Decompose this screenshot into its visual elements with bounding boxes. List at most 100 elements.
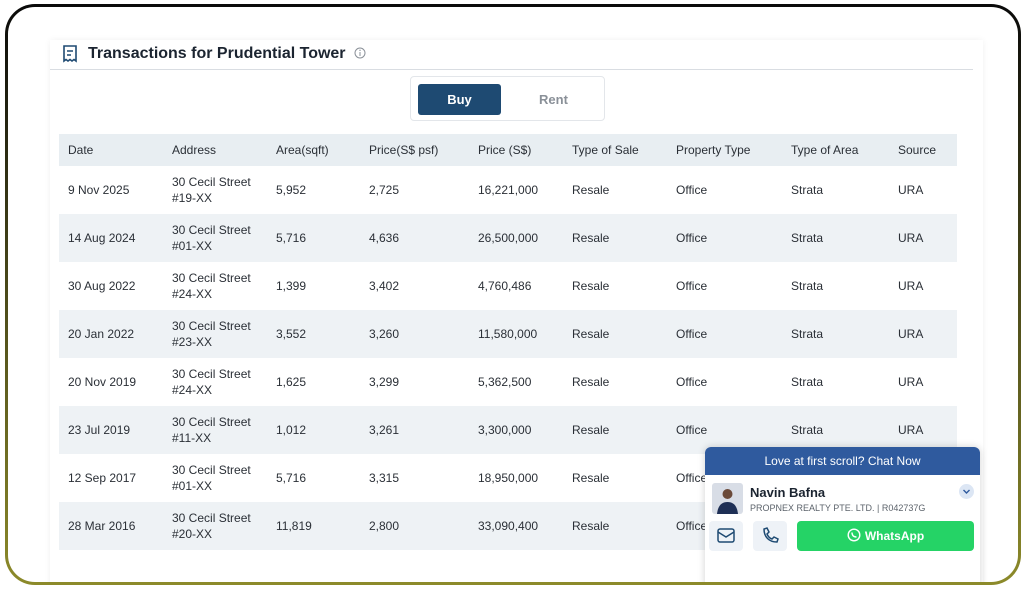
title-text: Transactions for Prudential Tower <box>88 45 346 62</box>
table-cell: 5,716 <box>267 214 360 262</box>
table-cell: 30 Cecil Street #24-XX <box>172 367 251 397</box>
frame: Transactions for Prudential Tower Buy Re… <box>5 4 1021 585</box>
column-header: Property Type <box>667 134 782 166</box>
table-cell: Resale <box>563 502 667 550</box>
table-row: 30 Aug 2022 30 Cecil Street #24-XX 1,399 3,… <box>59 262 957 310</box>
expand-button[interactable] <box>959 484 974 499</box>
table-cell: Office <box>676 471 708 485</box>
table-cell: Office <box>667 310 782 358</box>
info-icon[interactable] <box>354 47 366 59</box>
phone-button[interactable] <box>753 521 787 551</box>
table-cell: Office <box>676 375 708 389</box>
table-cell: Resale <box>572 279 610 293</box>
table-cell: Strata <box>782 214 889 262</box>
table-cell: Resale <box>563 406 667 454</box>
column-header: Date <box>59 134 163 166</box>
table-cell: 11,580,000 <box>469 310 563 358</box>
table-cell: 11,819 <box>267 502 360 550</box>
table-cell: Strata <box>782 310 889 358</box>
table-cell: 3,261 <box>360 406 469 454</box>
table-row: 20 Nov 2019 30 Cecil Street #24-XX 1,625 3,… <box>59 358 957 406</box>
window: Transactions for Prudential Tower Buy Re… <box>8 7 1018 582</box>
table-cell: URA <box>889 406 957 454</box>
divider <box>50 69 973 70</box>
table-cell: 30 Cecil Street #11-XX <box>163 406 267 454</box>
transactions-table: Date Address Area(sqft) Price(S$ psf) Price … <box>59 134 957 550</box>
table-cell: 1,399 <box>276 279 307 293</box>
table-cell: URA <box>898 279 924 293</box>
column-header: Type of Sale <box>563 134 667 166</box>
chat-widget: Love at first scroll? Chat Now Navin Baf… <box>705 447 980 582</box>
table-cell: Office <box>676 183 708 197</box>
table-cell: Resale <box>572 375 610 389</box>
table-cell: 2,725 <box>369 183 400 197</box>
table-cell: 4,636 <box>360 214 469 262</box>
table-cell: 23 Jul 2019 <box>59 406 163 454</box>
table-cell: 2,800 <box>360 502 469 550</box>
whatsapp-button[interactable]: WhatsApp <box>797 521 974 551</box>
table-cell: 3,315 <box>369 471 400 485</box>
table-cell: 3,300,000 <box>469 406 563 454</box>
column-header: Address <box>163 134 267 166</box>
table-cell: 1,012 <box>267 406 360 454</box>
column-header: Source <box>889 134 957 166</box>
table-cell: Resale <box>572 471 610 485</box>
table-cell: 26,500,000 <box>469 214 563 262</box>
receipt-icon <box>63 45 77 63</box>
table-cell: 30 Aug 2022 <box>68 279 136 293</box>
tab-rent[interactable]: Rent <box>539 92 568 107</box>
chat-banner[interactable]: Love at first scroll? Chat Now <box>705 447 980 475</box>
table-cell: Office <box>667 406 782 454</box>
table-cell: URA <box>889 214 957 262</box>
table-cell: Resale <box>563 310 667 358</box>
table-cell: 30 Cecil Street #01-XX <box>172 463 251 493</box>
table-cell: 30 Cecil Street #20-XX <box>163 502 267 550</box>
column-header: Type of Area <box>782 134 889 166</box>
table-cell: 12 Sep 2017 <box>68 471 137 485</box>
table-cell: 20 Nov 2019 <box>68 375 137 389</box>
table-row: 23 Jul 2019 30 Cecil Street #11-XX 1,012 3,… <box>59 406 957 454</box>
section-title: Transactions for Prudential Tower <box>88 45 366 63</box>
column-header: Price (S$) <box>469 134 563 166</box>
table-cell: 20 Jan 2022 <box>59 310 163 358</box>
table-cell: 14 Aug 2024 <box>59 214 163 262</box>
email-button[interactable] <box>709 521 743 551</box>
table-cell: URA <box>898 375 924 389</box>
whatsapp-label: WhatsApp <box>864 529 925 543</box>
tab-buy[interactable]: Buy <box>418 84 501 115</box>
agent-info: PROPNEX REALTY PTE. LTD. | R042737G <box>750 503 926 513</box>
table-cell: Resale <box>572 183 610 197</box>
table-cell: 28 Mar 2016 <box>59 502 163 550</box>
table-row: 12 Sep 2017 30 Cecil Street #01-XX 5,716 3,… <box>59 454 957 502</box>
table-cell: 18,950,000 <box>478 471 539 485</box>
agent-name: Navin Bafna <box>750 485 826 500</box>
agent-avatar <box>712 483 743 514</box>
table-cell: 9 Nov 2025 <box>68 183 130 197</box>
table-cell: 30 Cecil Street #01-XX <box>163 214 267 262</box>
table-cell: Strata <box>791 279 824 293</box>
table-row: 9 Nov 2025 30 Cecil Street #19-XX 5,952 2,7… <box>59 166 957 214</box>
table-row: 20 Jan 2022 30 Cecil Street #23-XX 3,552 3,… <box>59 310 957 358</box>
table-cell: 30 Cecil Street #19-XX <box>172 175 251 205</box>
column-header: Area(sqft) <box>267 134 360 166</box>
table-cell: 1,625 <box>276 375 307 389</box>
table-row: 14 Aug 2024 30 Cecil Street #01-XX 5,716 4,… <box>59 214 957 262</box>
table-cell: 16,221,000 <box>478 183 539 197</box>
table-cell: 4,760,486 <box>478 279 532 293</box>
table-cell: 5,362,500 <box>478 375 532 389</box>
table-cell: 3,260 <box>360 310 469 358</box>
table-cell: Resale <box>563 214 667 262</box>
tab-group: Buy Rent <box>410 76 605 121</box>
table-cell: 30 Cecil Street #24-XX <box>172 271 251 301</box>
table-cell: URA <box>889 310 957 358</box>
table-cell: 30 Cecil Street #23-XX <box>163 310 267 358</box>
table-cell: Office <box>667 214 782 262</box>
table-cell: URA <box>898 183 924 197</box>
table-cell: 5,952 <box>276 183 307 197</box>
table-cell: Office <box>676 279 708 293</box>
table-cell: Strata <box>791 375 824 389</box>
column-header: Price(S$ psf) <box>360 134 469 166</box>
table-cell: Strata <box>791 183 824 197</box>
table-cell: 33,090,400 <box>469 502 563 550</box>
